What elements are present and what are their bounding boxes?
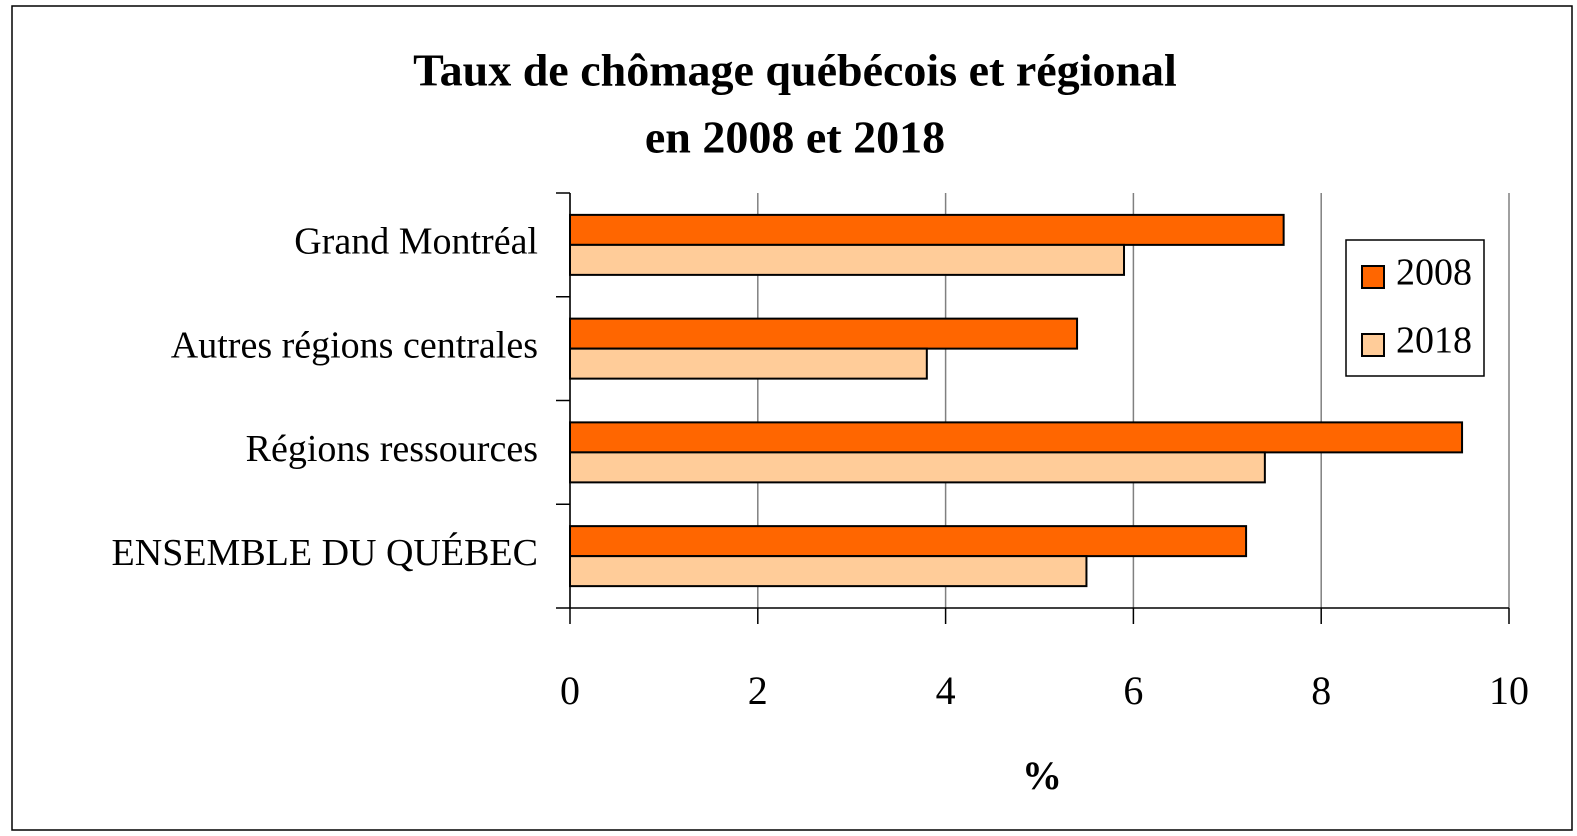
chart-title: Taux de chômage québécois et régional <box>413 45 1177 96</box>
y-tick-label: ENSEMBLE DU QUÉBEC <box>112 532 538 574</box>
x-tick-label: 6 <box>1123 668 1143 713</box>
bar <box>569 243 1126 276</box>
x-tick-label: 2 <box>748 668 768 713</box>
legend-label: 2018 <box>1396 320 1472 362</box>
bar <box>569 213 1285 246</box>
legend-swatch <box>1361 333 1385 357</box>
legend-swatch <box>1361 265 1385 289</box>
y-tick-label: Grand Montréal <box>294 221 538 263</box>
bar <box>569 451 1266 484</box>
x-tick-label: 4 <box>936 668 956 713</box>
legend-label: 2008 <box>1396 252 1472 294</box>
y-tick-label: Régions ressources <box>246 428 538 470</box>
bar <box>569 421 1464 454</box>
x-tick-label: 10 <box>1489 668 1529 713</box>
bar <box>569 347 928 380</box>
bar <box>569 555 1088 588</box>
chart-title: en 2008 et 2018 <box>645 112 945 163</box>
bar <box>569 525 1248 558</box>
bar <box>569 317 1079 350</box>
x-tick-label: 8 <box>1311 668 1331 713</box>
x-axis-label: % <box>1022 753 1062 798</box>
chart-frame <box>11 5 1573 831</box>
x-tick-label: 0 <box>560 668 580 713</box>
y-tick-label: Autres régions centrales <box>171 324 538 366</box>
